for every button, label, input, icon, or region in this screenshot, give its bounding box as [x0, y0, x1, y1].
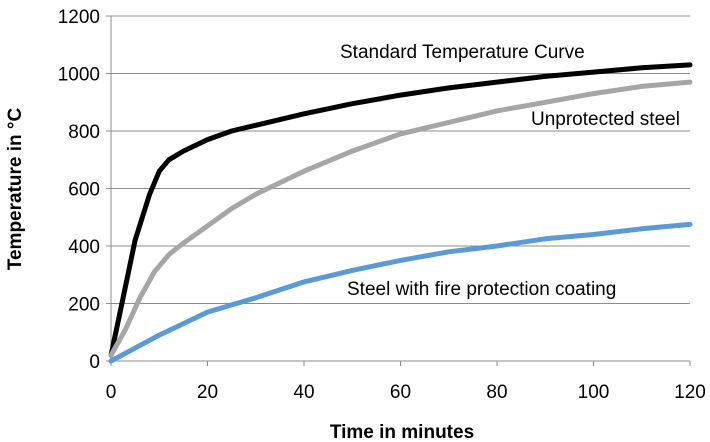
- series-line-2: [108, 79, 693, 358]
- y-tick-label: 0: [89, 352, 100, 373]
- y-tick-label: 600: [68, 180, 100, 201]
- y-axis-title: Temperature in °C: [5, 108, 26, 271]
- x-tick-label: 40: [293, 382, 314, 403]
- y-tick-label: 800: [68, 122, 100, 143]
- series-label-1: Standard Temperature Curve: [340, 42, 585, 63]
- y-tick-label: 1200: [58, 7, 100, 28]
- y-tick-label: 400: [68, 237, 100, 258]
- y-tick-label: 1000: [58, 65, 100, 86]
- x-tick-label: 80: [486, 382, 507, 403]
- series-label-3: Steel with fire protection coating: [347, 279, 616, 300]
- tick-labels: 0 200 400 600 800 1000 1200 0 20 40 60 80 100 120: [58, 7, 706, 403]
- axes: [106, 15, 691, 366]
- x-tick-label: 0: [106, 382, 117, 403]
- x-tick-label: 60: [390, 382, 411, 403]
- x-tick-label: 120: [674, 382, 706, 403]
- series-line-1: [108, 62, 693, 358]
- series-line-3: [108, 221, 693, 364]
- series-label-2: Unprotected steel: [531, 109, 680, 130]
- gridlines: [111, 15, 690, 304]
- x-tick-label: 100: [578, 382, 610, 403]
- x-axis-title: Time in minutes: [330, 422, 474, 442]
- series-labels: Standard Temperature Curve Unprotected st…: [340, 42, 680, 300]
- x-tick-label: 20: [197, 382, 218, 403]
- series-lines: [108, 62, 693, 364]
- y-tick-label: 200: [68, 295, 100, 316]
